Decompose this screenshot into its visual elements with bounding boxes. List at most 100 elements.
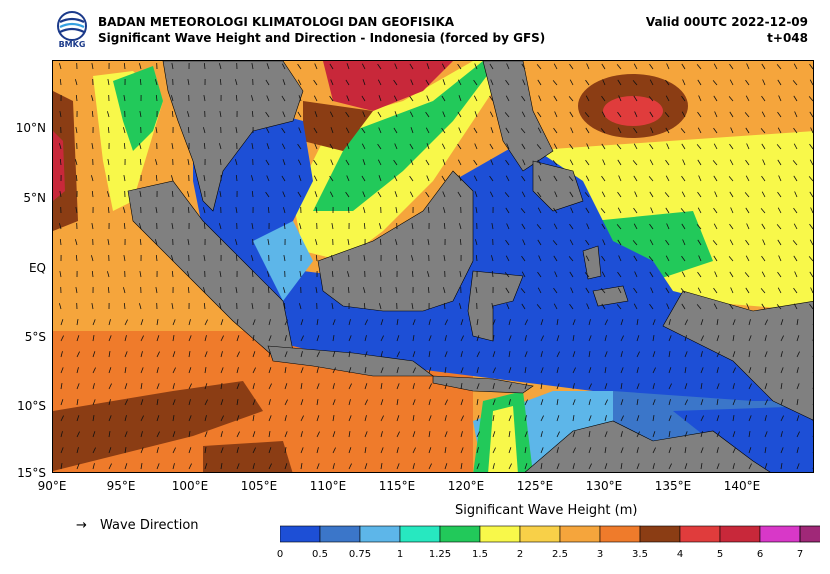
wave-arrow	[776, 304, 782, 310]
wave-arrow	[380, 335, 384, 342]
wave-arrow	[604, 399, 608, 406]
wave-arrow	[330, 159, 334, 166]
wave-arrow	[347, 206, 350, 214]
wave-arrow	[348, 351, 351, 358]
wave-arrow	[187, 206, 190, 214]
wave-arrow	[219, 191, 222, 198]
wave-arrow	[748, 367, 752, 374]
wave-arrow	[59, 111, 62, 118]
wave-arrow	[680, 128, 686, 134]
wave-arrow	[428, 447, 432, 454]
wave-arrow	[776, 64, 782, 70]
wave-arrow	[314, 191, 318, 198]
wave-arrow	[379, 223, 382, 230]
wave-arrow	[297, 63, 302, 70]
wave-arrow	[728, 96, 734, 102]
wave-arrow	[428, 351, 431, 358]
wave-arrow	[412, 463, 415, 470]
lat-label: 5°N	[23, 191, 46, 205]
wave-arrow	[588, 447, 592, 454]
wave-arrow	[300, 415, 304, 422]
wave-arrow	[441, 143, 446, 150]
colorbar-tick-label: 1.25	[428, 549, 452, 560]
wave-arrow	[684, 399, 688, 406]
wave-arrow	[762, 159, 766, 166]
wave-arrow	[91, 63, 94, 70]
wave-arrow	[235, 239, 238, 246]
wave-arrow	[219, 78, 222, 86]
wave-arrow	[124, 351, 128, 358]
wave-arrow	[492, 319, 496, 326]
wave-arrow	[585, 239, 590, 246]
colorbar-cell	[719, 525, 761, 543]
wave-arrow	[316, 463, 320, 470]
wave-arrow	[220, 319, 224, 326]
wave-arrow	[684, 415, 687, 422]
wave-arrow	[107, 271, 110, 278]
wave-arrow	[282, 79, 286, 86]
wave-arrow	[793, 223, 798, 230]
wave-arrow	[540, 351, 543, 358]
wave-arrow	[251, 175, 254, 182]
wave-arrow	[203, 62, 206, 70]
wave-arrow	[680, 288, 686, 294]
wave-arrow	[617, 207, 622, 214]
wave-arrow	[187, 271, 190, 278]
bmkg-logo	[57, 11, 87, 41]
wave-arrow	[473, 159, 478, 166]
wave-arrow	[748, 399, 751, 406]
wave-arrow	[633, 175, 638, 182]
wave-arrow	[648, 176, 654, 182]
wave-arrow	[75, 207, 78, 214]
wave-arrow	[284, 367, 287, 374]
wave-arrow	[265, 79, 270, 86]
wave-arrow	[537, 127, 542, 134]
wave-arrow	[764, 463, 768, 470]
wave-arrow	[681, 271, 686, 278]
wave-arrow	[346, 63, 350, 70]
wave-arrow	[140, 463, 143, 470]
wave-arrow	[409, 111, 414, 118]
wave-arrow	[442, 191, 446, 198]
wave-arrow	[444, 399, 448, 406]
wave-arrow	[172, 367, 176, 374]
wave-arrow	[569, 271, 574, 278]
wave-arrow	[602, 159, 606, 166]
wave-arrow	[220, 447, 224, 454]
wave-arrow	[521, 255, 526, 262]
wave-arrow	[409, 63, 414, 70]
wave-arrow	[570, 207, 574, 214]
wave-arrow	[220, 335, 224, 342]
wave-arrow	[776, 144, 782, 150]
wave-arrow	[700, 399, 704, 406]
wave-arrow	[139, 271, 142, 278]
wave-arrow	[492, 415, 495, 422]
wave-arrow	[425, 159, 430, 166]
wave-arrow	[760, 208, 766, 214]
wave-arrow	[536, 144, 542, 150]
wave-arrow	[268, 383, 272, 390]
wave-arrow	[700, 463, 703, 470]
wave-arrow	[809, 271, 813, 278]
wave-arrow	[251, 95, 254, 102]
wave-arrow	[203, 95, 206, 102]
wave-arrow	[348, 431, 351, 438]
wave-arrow	[283, 207, 286, 214]
wave-arrow	[315, 254, 318, 262]
agency-title: BADAN METEOROLOGI KLIMATOLOGI DAN GEOFIS…	[98, 15, 455, 29]
wave-arrow	[425, 79, 430, 86]
wave-arrow	[732, 431, 736, 438]
wave-arrow	[732, 367, 736, 374]
colorbar-tick-label: 0	[276, 549, 284, 560]
wave-arrow	[780, 431, 783, 438]
wave-arrow	[504, 272, 510, 278]
wave-arrow	[394, 63, 398, 70]
wave-arrow	[476, 447, 479, 454]
wave-arrow	[92, 319, 96, 326]
wave-arrow	[348, 447, 352, 454]
wave-arrow	[361, 143, 366, 150]
wave-arrow	[729, 63, 734, 70]
wave-arrow	[219, 111, 222, 118]
wave-arrow	[716, 383, 720, 390]
wave-arrow	[107, 79, 110, 86]
